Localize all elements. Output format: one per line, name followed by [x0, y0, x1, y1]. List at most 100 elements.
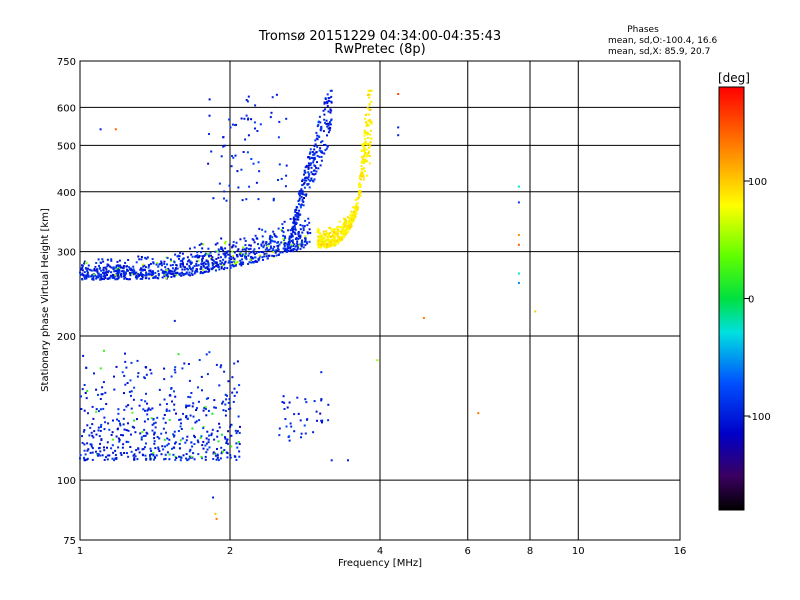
- data-point: [135, 261, 138, 264]
- data-point: [312, 431, 315, 434]
- data-point: [224, 409, 227, 412]
- data-point: [201, 259, 204, 262]
- data-point: [92, 278, 95, 281]
- data-point: [151, 407, 154, 410]
- data-point: [330, 235, 332, 238]
- data-point: [365, 122, 368, 125]
- data-point: [194, 269, 197, 272]
- data-point: [266, 243, 269, 246]
- data-point: [253, 253, 256, 256]
- data-point: [220, 433, 223, 436]
- data-point: [227, 253, 230, 256]
- data-point: [356, 202, 359, 205]
- data-point: [222, 249, 224, 252]
- data-point: [142, 448, 145, 450]
- data-point: [311, 179, 314, 182]
- data-point: [351, 214, 354, 217]
- data-point: [330, 459, 333, 462]
- data-point: [107, 277, 110, 280]
- data-point: [220, 248, 223, 251]
- data-point: [106, 265, 109, 268]
- data-point: [134, 272, 137, 275]
- data-point: [188, 404, 191, 407]
- data-point: [323, 152, 326, 155]
- data-point: [153, 431, 156, 434]
- data-point: [367, 146, 370, 149]
- data-point: [307, 166, 310, 169]
- data-point: [231, 264, 234, 266]
- data-point: [244, 252, 247, 255]
- data-point: [215, 269, 217, 272]
- data-point: [362, 149, 365, 152]
- data-point: [147, 272, 150, 275]
- data-point: [327, 419, 330, 422]
- data-point: [89, 443, 92, 446]
- data-point: [234, 429, 237, 432]
- data-point: [187, 395, 190, 398]
- data-point: [308, 152, 311, 155]
- data-point: [297, 235, 300, 238]
- data-point: [286, 248, 289, 251]
- data-point: [320, 125, 323, 128]
- data-point: [344, 229, 347, 232]
- data-point: [208, 269, 211, 272]
- data-point: [123, 273, 126, 276]
- data-point: [103, 349, 105, 352]
- data-point: [208, 268, 211, 271]
- data-point: [243, 117, 246, 120]
- data-point: [224, 240, 227, 243]
- data-point: [117, 272, 120, 275]
- data-point: [224, 403, 227, 406]
- data-point: [517, 282, 520, 284]
- data-point: [120, 273, 123, 276]
- data-point: [93, 430, 96, 433]
- data-point: [174, 458, 177, 461]
- data-point: [330, 118, 333, 121]
- data-point: [241, 263, 244, 265]
- data-point: [111, 276, 114, 279]
- data-point: [86, 390, 89, 392]
- data-point: [344, 224, 347, 227]
- data-point: [113, 375, 115, 378]
- data-point: [173, 435, 175, 438]
- data-point: [156, 262, 159, 265]
- data-point: [357, 196, 360, 199]
- data-point: [367, 152, 370, 154]
- data-point: [272, 247, 275, 250]
- data-point: [86, 449, 89, 452]
- data-point: [301, 180, 304, 182]
- data-point: [187, 273, 190, 276]
- data-point: [204, 408, 207, 410]
- phases-line1: mean, sd,O:-100.4, 16.6: [608, 36, 718, 46]
- data-point: [269, 241, 272, 244]
- data-point: [293, 243, 296, 246]
- data-point: [270, 239, 272, 242]
- data-point: [157, 446, 160, 449]
- data-point: [210, 434, 213, 437]
- data-point: [292, 227, 294, 230]
- data-point: [140, 273, 143, 275]
- data-point: [214, 406, 217, 409]
- data-point: [81, 269, 84, 272]
- data-point: [84, 392, 87, 394]
- data-point: [297, 231, 300, 233]
- data-point: [239, 253, 242, 256]
- data-point: [153, 458, 155, 461]
- colorbar-tick-label: 0: [748, 295, 754, 306]
- data-point: [217, 459, 220, 462]
- data-point: [215, 517, 218, 520]
- data-point: [117, 408, 120, 411]
- data-point: [123, 272, 125, 275]
- data-point: [299, 213, 302, 216]
- data-point: [307, 156, 310, 159]
- data-point: [217, 248, 220, 251]
- data-point: [283, 401, 286, 404]
- data-point: [295, 236, 298, 239]
- data-point: [327, 110, 330, 113]
- data-point: [122, 434, 124, 437]
- data-point: [153, 440, 156, 443]
- data-point: [178, 442, 181, 445]
- data-point: [319, 147, 322, 150]
- data-point: [205, 353, 208, 356]
